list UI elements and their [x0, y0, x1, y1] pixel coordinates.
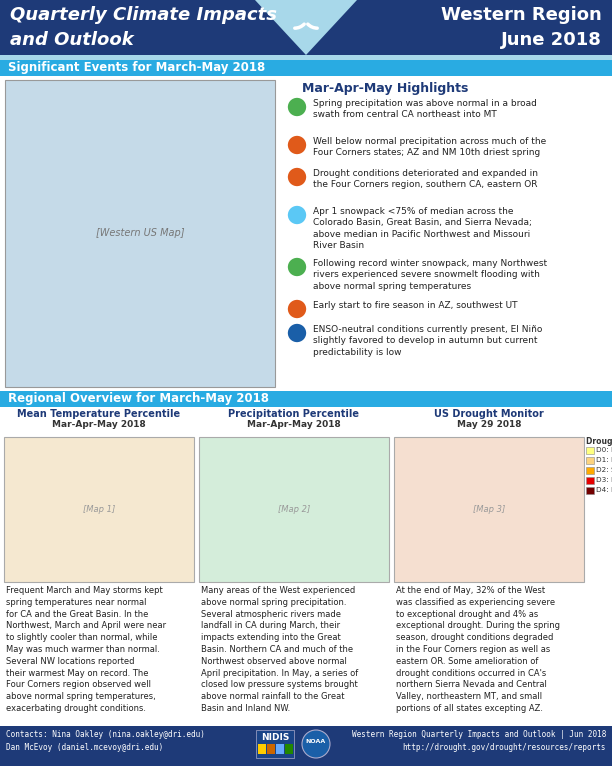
Bar — [0, 0, 612, 55]
Bar — [0, 0, 612, 60]
Text: Well below normal precipitation across much of the
Four Corners states; AZ and N: Well below normal precipitation across m… — [313, 137, 547, 158]
Bar — [586, 447, 594, 454]
Text: Quarterly Climate Impacts
and Outlook: Quarterly Climate Impacts and Outlook — [10, 6, 277, 49]
Bar — [394, 437, 584, 582]
Text: May 29 2018: May 29 2018 — [457, 420, 521, 429]
Bar — [586, 477, 594, 484]
Bar — [586, 457, 594, 464]
Text: [Western US Map]: [Western US Map] — [95, 228, 184, 238]
Bar — [199, 437, 389, 582]
Text: D3: Extreme: D3: Extreme — [596, 477, 612, 483]
Bar — [0, 60, 612, 76]
Text: Mar-Apr-May 2018: Mar-Apr-May 2018 — [247, 420, 341, 429]
Text: ENSO-neutral conditions currently present, El Niño
slightly favored to develop i: ENSO-neutral conditions currently presen… — [313, 325, 542, 357]
Circle shape — [287, 323, 307, 343]
Text: Contacts: Nina Oakley (nina.oakley@dri.edu)
Dan McEvoy (daniel.mcevoy@dri.edu): Contacts: Nina Oakley (nina.oakley@dri.e… — [6, 730, 205, 751]
Text: Following record winter snowpack, many Northwest
rivers experienced severe snowm: Following record winter snowpack, many N… — [313, 259, 547, 291]
Circle shape — [287, 135, 307, 155]
Polygon shape — [255, 0, 357, 55]
Text: [Map 2]: [Map 2] — [278, 505, 310, 514]
Text: Many areas of the West experienced
above normal spring precipitation.
Several at: Many areas of the West experienced above… — [201, 586, 358, 713]
Bar — [276, 744, 284, 754]
Circle shape — [287, 97, 307, 117]
Text: [Map 3]: [Map 3] — [473, 505, 505, 514]
Text: Mar-Apr-May 2018: Mar-Apr-May 2018 — [52, 420, 146, 429]
Text: NIDIS: NIDIS — [261, 733, 289, 742]
Circle shape — [302, 730, 330, 758]
Bar — [0, 76, 612, 391]
Text: Western Region Quarterly Impacts and Outlook | Jun 2018
http://drought.gov/droug: Western Region Quarterly Impacts and Out… — [352, 730, 606, 751]
Bar — [4, 437, 194, 582]
Text: Regional Overview for March-May 2018: Regional Overview for March-May 2018 — [8, 392, 269, 405]
Bar — [586, 467, 594, 474]
Text: Western Region
June 2018: Western Region June 2018 — [441, 6, 602, 49]
Text: Drought conditions deteriorated and expanded in
the Four Corners region, souther: Drought conditions deteriorated and expa… — [313, 169, 538, 189]
Bar — [258, 744, 266, 754]
Circle shape — [287, 167, 307, 187]
Text: D4: Exceptional: D4: Exceptional — [596, 487, 612, 493]
Bar — [5, 80, 275, 387]
Text: Significant Events for March-May 2018: Significant Events for March-May 2018 — [8, 61, 265, 74]
Text: D1: Moderate: D1: Moderate — [596, 457, 612, 463]
Text: D2: Severe: D2: Severe — [596, 467, 612, 473]
Bar — [0, 726, 612, 766]
Bar — [285, 744, 293, 754]
Text: Mean Temperature Percentile: Mean Temperature Percentile — [17, 409, 181, 419]
Text: At the end of May, 32% of the West
was classified as experiencing severe
to exce: At the end of May, 32% of the West was c… — [396, 586, 560, 713]
Bar — [267, 744, 275, 754]
Text: US Drought Monitor: US Drought Monitor — [434, 409, 544, 419]
Text: Frequent March and May storms kept
spring temperatures near normal
for CA and th: Frequent March and May storms kept sprin… — [6, 586, 166, 713]
Text: Mar-Apr-May Highlights: Mar-Apr-May Highlights — [302, 82, 468, 95]
Circle shape — [287, 299, 307, 319]
Bar — [0, 407, 612, 726]
Bar — [0, 391, 612, 407]
Bar — [256, 730, 294, 758]
Text: [Map 1]: [Map 1] — [83, 505, 115, 514]
Circle shape — [287, 257, 307, 277]
Text: NOAA: NOAA — [306, 739, 326, 744]
Text: Early start to fire season in AZ, southwest UT: Early start to fire season in AZ, southw… — [313, 301, 518, 310]
Circle shape — [287, 205, 307, 225]
Text: Precipitation Percentile: Precipitation Percentile — [228, 409, 359, 419]
Text: Drought Categories: Drought Categories — [586, 437, 612, 446]
Text: D0: Dry: D0: Dry — [596, 447, 612, 453]
Text: Apr 1 snowpack <75% of median across the
Colorado Basin, Great Basin, and Sierra: Apr 1 snowpack <75% of median across the… — [313, 207, 532, 250]
Text: Spring precipitation was above normal in a broad
swath from central CA northeast: Spring precipitation was above normal in… — [313, 99, 537, 119]
Bar — [586, 487, 594, 494]
